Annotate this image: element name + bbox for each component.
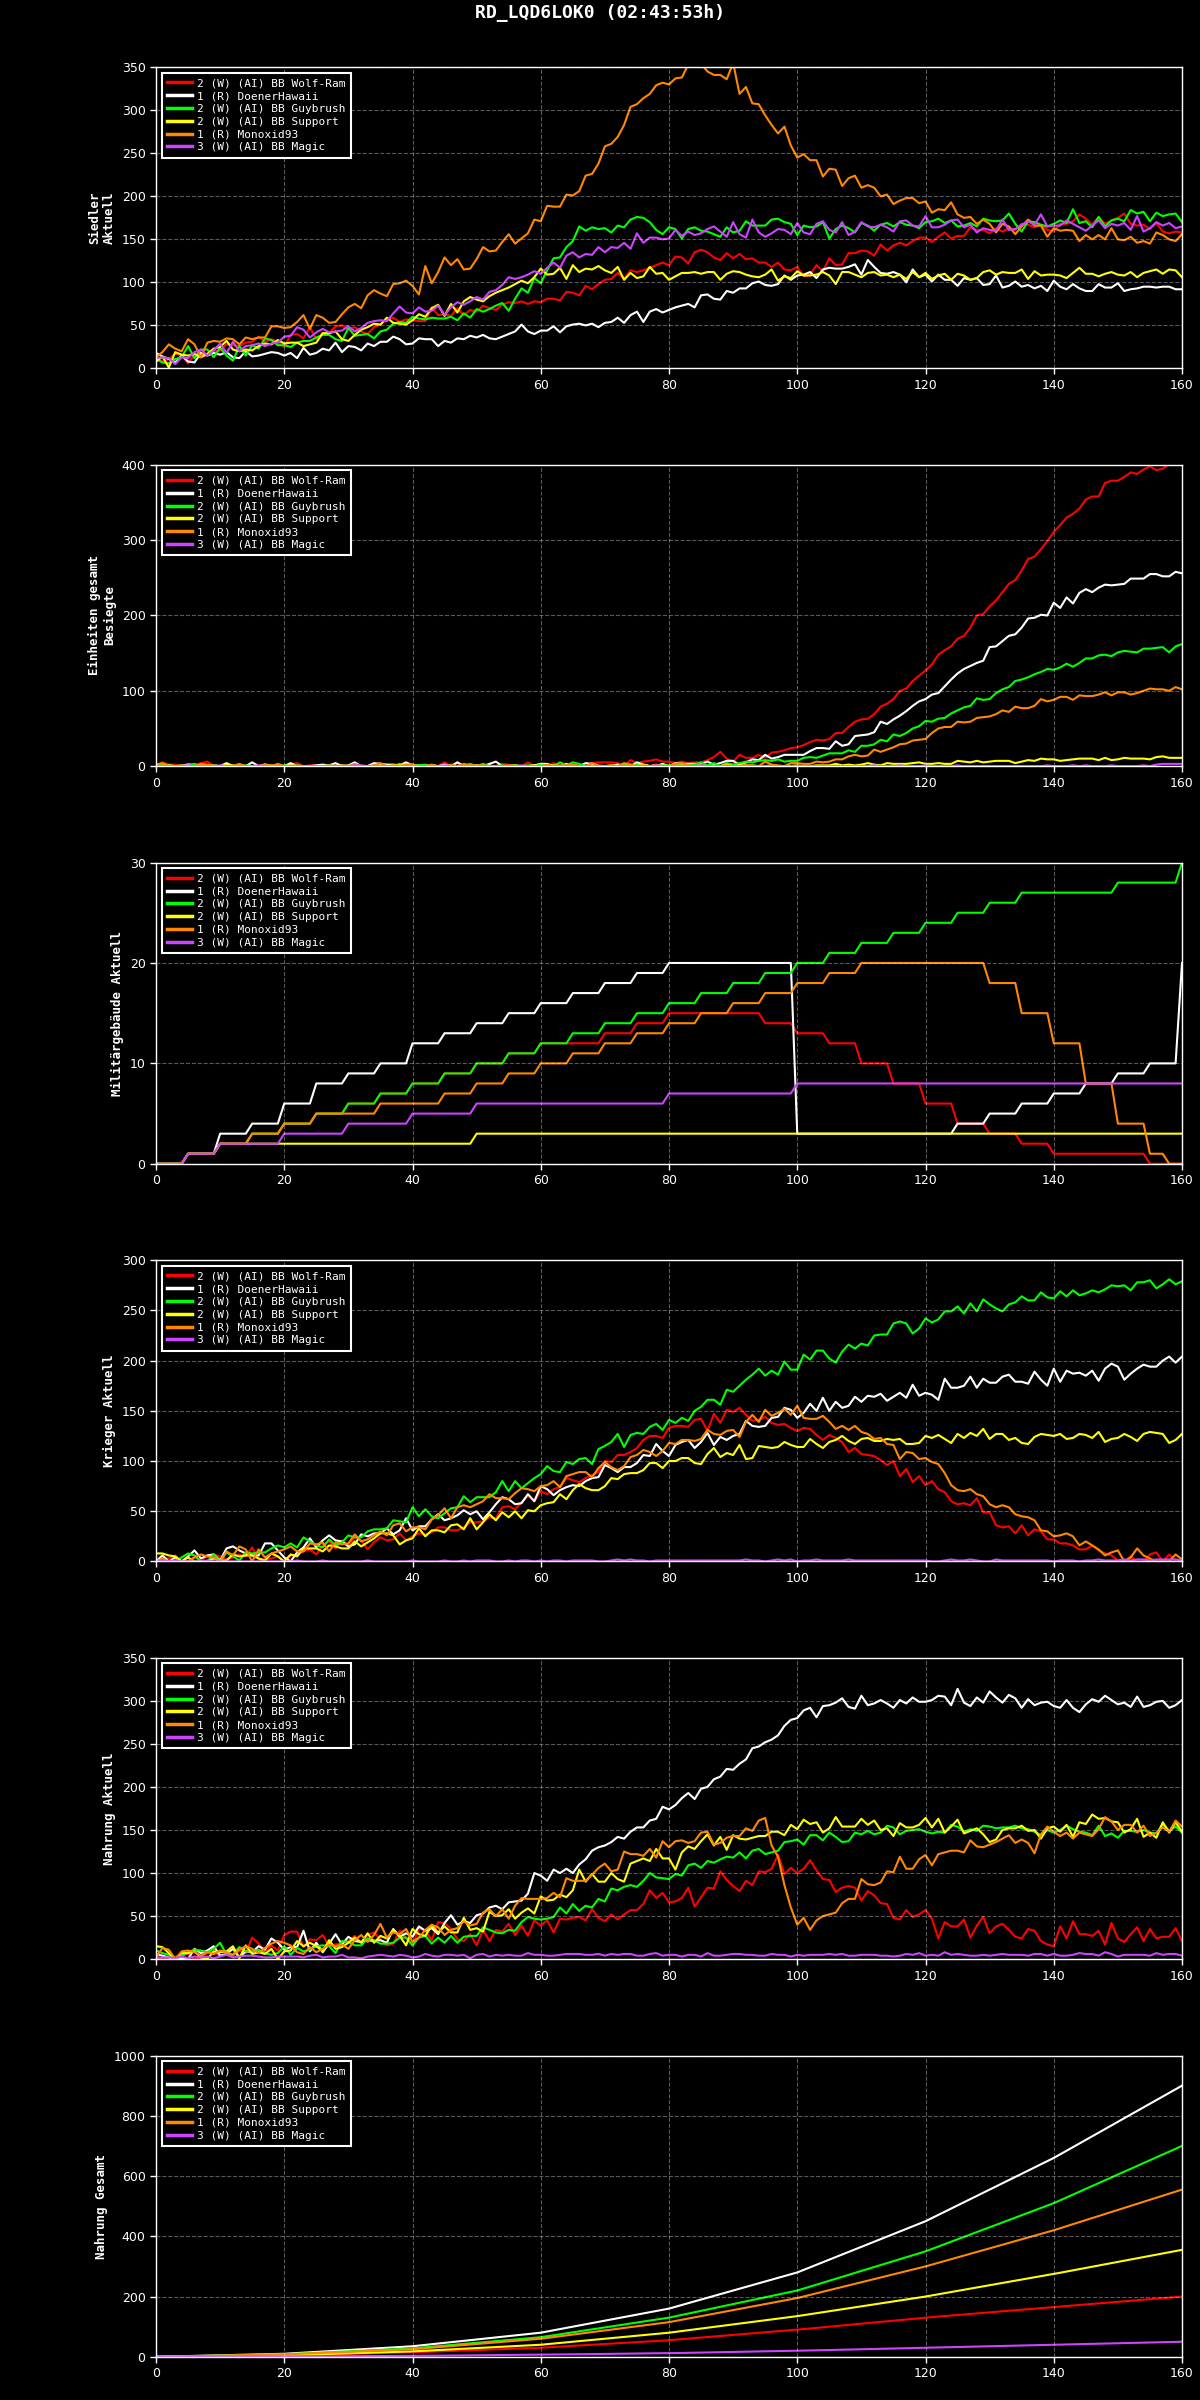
Y-axis label: Siedler
Aktuell: Siedler Aktuell	[88, 192, 116, 245]
Legend: 2 (W) (AI) BB Wolf-Ram, 1 (R) DoenerHawaii, 2 (W) (AI) BB Guybrush, 2 (W) (AI) B: 2 (W) (AI) BB Wolf-Ram, 1 (R) DoenerHawa…	[162, 869, 352, 953]
Y-axis label: Krieger Aktuell: Krieger Aktuell	[103, 1354, 116, 1466]
Y-axis label: Einheiten gesamt
Besiegte: Einheiten gesamt Besiegte	[88, 554, 116, 674]
Legend: 2 (W) (AI) BB Wolf-Ram, 1 (R) DoenerHawaii, 2 (W) (AI) BB Guybrush, 2 (W) (AI) B: 2 (W) (AI) BB Wolf-Ram, 1 (R) DoenerHawa…	[162, 2062, 352, 2146]
Y-axis label: Nahrung Aktuell: Nahrung Aktuell	[103, 1752, 116, 1865]
Y-axis label: Militärgebäude Aktuell: Militärgebäude Aktuell	[112, 931, 124, 1097]
Legend: 2 (W) (AI) BB Wolf-Ram, 1 (R) DoenerHawaii, 2 (W) (AI) BB Guybrush, 2 (W) (AI) B: 2 (W) (AI) BB Wolf-Ram, 1 (R) DoenerHawa…	[162, 1663, 352, 1750]
Legend: 2 (W) (AI) BB Wolf-Ram, 1 (R) DoenerHawaii, 2 (W) (AI) BB Guybrush, 2 (W) (AI) B: 2 (W) (AI) BB Wolf-Ram, 1 (R) DoenerHawa…	[162, 1265, 352, 1351]
Y-axis label: Nahrung Gesamt: Nahrung Gesamt	[95, 2153, 108, 2258]
Text: RD_LQD6LOK0 (02:43:53h): RD_LQD6LOK0 (02:43:53h)	[475, 2, 725, 22]
Legend: 2 (W) (AI) BB Wolf-Ram, 1 (R) DoenerHawaii, 2 (W) (AI) BB Guybrush, 2 (W) (AI) B: 2 (W) (AI) BB Wolf-Ram, 1 (R) DoenerHawa…	[162, 470, 352, 554]
Legend: 2 (W) (AI) BB Wolf-Ram, 1 (R) DoenerHawaii, 2 (W) (AI) BB Guybrush, 2 (W) (AI) B: 2 (W) (AI) BB Wolf-Ram, 1 (R) DoenerHawa…	[162, 72, 352, 158]
